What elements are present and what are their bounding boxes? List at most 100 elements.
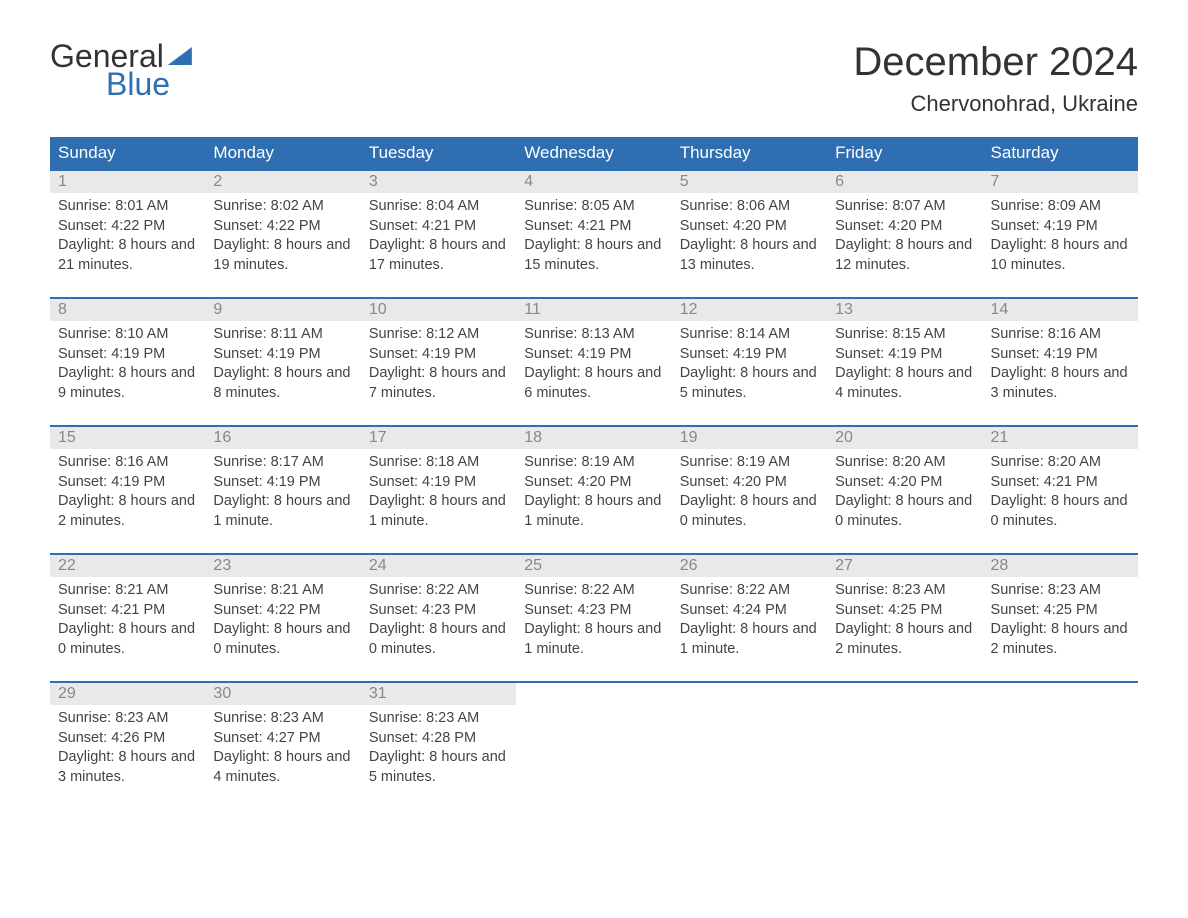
day-number: 20 bbox=[827, 427, 982, 449]
logo-flag-icon bbox=[168, 47, 192, 65]
page-title: December 2024 bbox=[853, 40, 1138, 85]
day-details: Sunrise: 8:22 AMSunset: 4:24 PMDaylight:… bbox=[672, 577, 827, 663]
sunrise-text: Sunrise: 8:21 AM bbox=[213, 581, 352, 601]
daylight-text: Daylight: 8 hours and 15 minutes. bbox=[524, 236, 663, 275]
sunrise-text: Sunrise: 8:23 AM bbox=[369, 709, 508, 729]
sunrise-text: Sunrise: 8:20 AM bbox=[835, 453, 974, 473]
daylight-text: Daylight: 8 hours and 1 minute. bbox=[524, 492, 663, 531]
weekday-header: Thursday bbox=[672, 137, 827, 170]
day-details: Sunrise: 8:04 AMSunset: 4:21 PMDaylight:… bbox=[361, 193, 516, 279]
daylight-text: Daylight: 8 hours and 13 minutes. bbox=[680, 236, 819, 275]
calendar-day-cell: 19Sunrise: 8:19 AMSunset: 4:20 PMDayligh… bbox=[672, 426, 827, 554]
daylight-text: Daylight: 8 hours and 1 minute. bbox=[524, 620, 663, 659]
day-number: 22 bbox=[50, 555, 205, 577]
day-number: 27 bbox=[827, 555, 982, 577]
day-number: 11 bbox=[516, 299, 671, 321]
calendar-day-cell: 9Sunrise: 8:11 AMSunset: 4:19 PMDaylight… bbox=[205, 298, 360, 426]
day-number: 14 bbox=[983, 299, 1138, 321]
sunset-text: Sunset: 4:19 PM bbox=[58, 345, 197, 365]
calendar-day-cell: 18Sunrise: 8:19 AMSunset: 4:20 PMDayligh… bbox=[516, 426, 671, 554]
day-details: Sunrise: 8:01 AMSunset: 4:22 PMDaylight:… bbox=[50, 193, 205, 279]
sunset-text: Sunset: 4:24 PM bbox=[680, 601, 819, 621]
calendar-week-row: 22Sunrise: 8:21 AMSunset: 4:21 PMDayligh… bbox=[50, 554, 1138, 682]
day-details: Sunrise: 8:14 AMSunset: 4:19 PMDaylight:… bbox=[672, 321, 827, 407]
sunset-text: Sunset: 4:21 PM bbox=[58, 601, 197, 621]
daylight-text: Daylight: 8 hours and 0 minutes. bbox=[835, 492, 974, 531]
sunset-text: Sunset: 4:25 PM bbox=[835, 601, 974, 621]
sunrise-text: Sunrise: 8:19 AM bbox=[680, 453, 819, 473]
daylight-text: Daylight: 8 hours and 0 minutes. bbox=[991, 492, 1130, 531]
day-details: Sunrise: 8:23 AMSunset: 4:26 PMDaylight:… bbox=[50, 705, 205, 791]
sunrise-text: Sunrise: 8:18 AM bbox=[369, 453, 508, 473]
daylight-text: Daylight: 8 hours and 6 minutes. bbox=[524, 364, 663, 403]
daylight-text: Daylight: 8 hours and 2 minutes. bbox=[58, 492, 197, 531]
daylight-text: Daylight: 8 hours and 12 minutes. bbox=[835, 236, 974, 275]
day-details: Sunrise: 8:09 AMSunset: 4:19 PMDaylight:… bbox=[983, 193, 1138, 279]
daylight-text: Daylight: 8 hours and 0 minutes. bbox=[213, 620, 352, 659]
daylight-text: Daylight: 8 hours and 1 minute. bbox=[369, 492, 508, 531]
daylight-text: Daylight: 8 hours and 21 minutes. bbox=[58, 236, 197, 275]
calendar-day-cell: 27Sunrise: 8:23 AMSunset: 4:25 PMDayligh… bbox=[827, 554, 982, 682]
sunset-text: Sunset: 4:20 PM bbox=[524, 473, 663, 493]
sunset-text: Sunset: 4:19 PM bbox=[58, 473, 197, 493]
day-details: Sunrise: 8:21 AMSunset: 4:22 PMDaylight:… bbox=[205, 577, 360, 663]
weekday-header: Sunday bbox=[50, 137, 205, 170]
sunrise-text: Sunrise: 8:22 AM bbox=[524, 581, 663, 601]
day-details: Sunrise: 8:20 AMSunset: 4:21 PMDaylight:… bbox=[983, 449, 1138, 535]
sunset-text: Sunset: 4:25 PM bbox=[991, 601, 1130, 621]
day-number: 6 bbox=[827, 171, 982, 193]
day-details: Sunrise: 8:16 AMSunset: 4:19 PMDaylight:… bbox=[50, 449, 205, 535]
sunset-text: Sunset: 4:28 PM bbox=[369, 729, 508, 749]
sunrise-text: Sunrise: 8:12 AM bbox=[369, 325, 508, 345]
day-number: 17 bbox=[361, 427, 516, 449]
sunrise-text: Sunrise: 8:15 AM bbox=[835, 325, 974, 345]
sunset-text: Sunset: 4:19 PM bbox=[213, 345, 352, 365]
daylight-text: Daylight: 8 hours and 5 minutes. bbox=[369, 748, 508, 787]
sunrise-text: Sunrise: 8:16 AM bbox=[991, 325, 1130, 345]
daylight-text: Daylight: 8 hours and 4 minutes. bbox=[835, 364, 974, 403]
sunset-text: Sunset: 4:21 PM bbox=[991, 473, 1130, 493]
sunrise-text: Sunrise: 8:23 AM bbox=[991, 581, 1130, 601]
day-details: Sunrise: 8:19 AMSunset: 4:20 PMDaylight:… bbox=[672, 449, 827, 535]
daylight-text: Daylight: 8 hours and 4 minutes. bbox=[213, 748, 352, 787]
sunset-text: Sunset: 4:19 PM bbox=[213, 473, 352, 493]
day-number: 15 bbox=[50, 427, 205, 449]
day-details: Sunrise: 8:06 AMSunset: 4:20 PMDaylight:… bbox=[672, 193, 827, 279]
day-number: 25 bbox=[516, 555, 671, 577]
calendar-day-cell: 7Sunrise: 8:09 AMSunset: 4:19 PMDaylight… bbox=[983, 170, 1138, 298]
weekday-header: Saturday bbox=[983, 137, 1138, 170]
sunset-text: Sunset: 4:19 PM bbox=[991, 217, 1130, 237]
calendar-day-cell: 30Sunrise: 8:23 AMSunset: 4:27 PMDayligh… bbox=[205, 682, 360, 810]
calendar-day-cell: 31Sunrise: 8:23 AMSunset: 4:28 PMDayligh… bbox=[361, 682, 516, 810]
sunset-text: Sunset: 4:19 PM bbox=[680, 345, 819, 365]
sunset-text: Sunset: 4:23 PM bbox=[369, 601, 508, 621]
day-number: 10 bbox=[361, 299, 516, 321]
sunrise-text: Sunrise: 8:19 AM bbox=[524, 453, 663, 473]
daylight-text: Daylight: 8 hours and 8 minutes. bbox=[213, 364, 352, 403]
sunset-text: Sunset: 4:19 PM bbox=[369, 473, 508, 493]
calendar-day-cell: 1Sunrise: 8:01 AMSunset: 4:22 PMDaylight… bbox=[50, 170, 205, 298]
calendar-day-cell: 26Sunrise: 8:22 AMSunset: 4:24 PMDayligh… bbox=[672, 554, 827, 682]
sunrise-text: Sunrise: 8:01 AM bbox=[58, 197, 197, 217]
day-details: Sunrise: 8:21 AMSunset: 4:21 PMDaylight:… bbox=[50, 577, 205, 663]
day-number: 28 bbox=[983, 555, 1138, 577]
sunset-text: Sunset: 4:19 PM bbox=[524, 345, 663, 365]
day-number: 13 bbox=[827, 299, 982, 321]
calendar-day-cell: 14Sunrise: 8:16 AMSunset: 4:19 PMDayligh… bbox=[983, 298, 1138, 426]
day-details: Sunrise: 8:23 AMSunset: 4:25 PMDaylight:… bbox=[983, 577, 1138, 663]
day-number: 30 bbox=[205, 683, 360, 705]
calendar-week-row: 1Sunrise: 8:01 AMSunset: 4:22 PMDaylight… bbox=[50, 170, 1138, 298]
sunset-text: Sunset: 4:26 PM bbox=[58, 729, 197, 749]
sunrise-text: Sunrise: 8:07 AM bbox=[835, 197, 974, 217]
daylight-text: Daylight: 8 hours and 10 minutes. bbox=[991, 236, 1130, 275]
sunset-text: Sunset: 4:19 PM bbox=[369, 345, 508, 365]
daylight-text: Daylight: 8 hours and 1 minute. bbox=[680, 620, 819, 659]
sunrise-text: Sunrise: 8:09 AM bbox=[991, 197, 1130, 217]
day-details: Sunrise: 8:22 AMSunset: 4:23 PMDaylight:… bbox=[516, 577, 671, 663]
sunset-text: Sunset: 4:22 PM bbox=[213, 217, 352, 237]
day-details: Sunrise: 8:10 AMSunset: 4:19 PMDaylight:… bbox=[50, 321, 205, 407]
daylight-text: Daylight: 8 hours and 0 minutes. bbox=[369, 620, 508, 659]
calendar-week-row: 29Sunrise: 8:23 AMSunset: 4:26 PMDayligh… bbox=[50, 682, 1138, 810]
calendar-table: SundayMondayTuesdayWednesdayThursdayFrid… bbox=[50, 137, 1138, 810]
day-details: Sunrise: 8:05 AMSunset: 4:21 PMDaylight:… bbox=[516, 193, 671, 279]
